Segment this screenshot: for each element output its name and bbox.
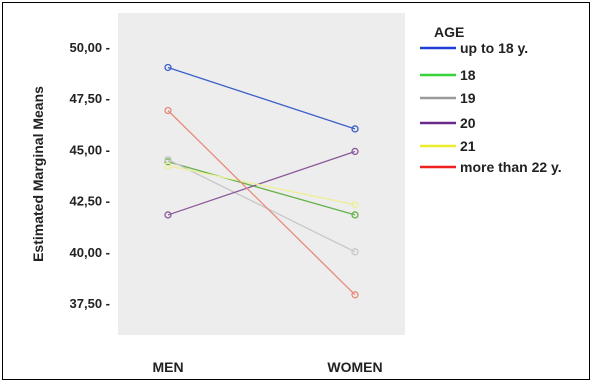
legend-label: 19 <box>460 90 476 106</box>
series <box>164 63 359 133</box>
legend: AGE up to 18 y. 18 19 20 21 more than 22 y. <box>420 24 562 175</box>
data-point <box>351 248 359 256</box>
x-category-label: MEN <box>152 359 183 375</box>
data-point <box>351 125 359 133</box>
series <box>164 147 359 219</box>
series-line <box>167 161 356 216</box>
series <box>164 162 359 209</box>
data-point <box>164 106 172 115</box>
series-line <box>167 165 356 206</box>
legend-label: 20 <box>460 115 476 131</box>
legend-label: more than 22 y. <box>460 159 562 175</box>
series-line <box>167 110 356 296</box>
data-point <box>351 201 359 209</box>
series-line <box>167 159 356 253</box>
series <box>164 106 359 299</box>
legend-label: up to 18 y. <box>460 40 528 56</box>
series-lines <box>164 63 359 299</box>
y-tick-label: 47,50 - <box>70 91 110 106</box>
series-line <box>167 66 356 130</box>
y-tick-label: 40,00 - <box>70 245 110 260</box>
data-point <box>351 291 359 299</box>
data-point <box>164 63 172 72</box>
y-axis-ticks: 37,50 - 40,00 - 42,50 - 45,00 - 47,50 - 50,00… <box>70 40 110 311</box>
series-line <box>167 150 356 216</box>
plot-area <box>118 13 405 335</box>
x-axis-categories: MEN WOMEN <box>152 359 382 375</box>
y-tick-label: 42,50 - <box>70 194 110 209</box>
data-point <box>164 211 172 219</box>
y-tick-label: 45,00 - <box>70 142 110 157</box>
x-category-label: WOMEN <box>327 359 382 375</box>
legend-label: 18 <box>460 67 476 83</box>
legend-title: AGE <box>434 24 464 40</box>
data-point <box>351 147 359 156</box>
y-tick-label: 37,50 - <box>70 296 110 311</box>
y-tick-label: 50,00 - <box>70 40 110 55</box>
legend-label: 21 <box>460 138 476 154</box>
data-point <box>164 162 172 170</box>
y-axis-label: Estimated Marginal Means <box>30 86 46 262</box>
data-point <box>351 211 359 219</box>
